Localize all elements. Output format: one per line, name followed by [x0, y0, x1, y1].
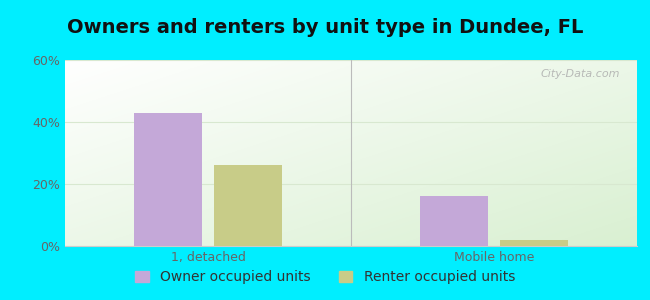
Bar	[214, 165, 282, 246]
Bar	[420, 196, 488, 246]
Bar	[134, 113, 202, 246]
Text: Owners and renters by unit type in Dundee, FL: Owners and renters by unit type in Dunde…	[67, 18, 583, 37]
Text: City-Data.com: City-Data.com	[540, 69, 620, 79]
Bar	[500, 240, 568, 246]
Legend: Owner occupied units, Renter occupied units: Owner occupied units, Renter occupied un…	[129, 265, 521, 290]
